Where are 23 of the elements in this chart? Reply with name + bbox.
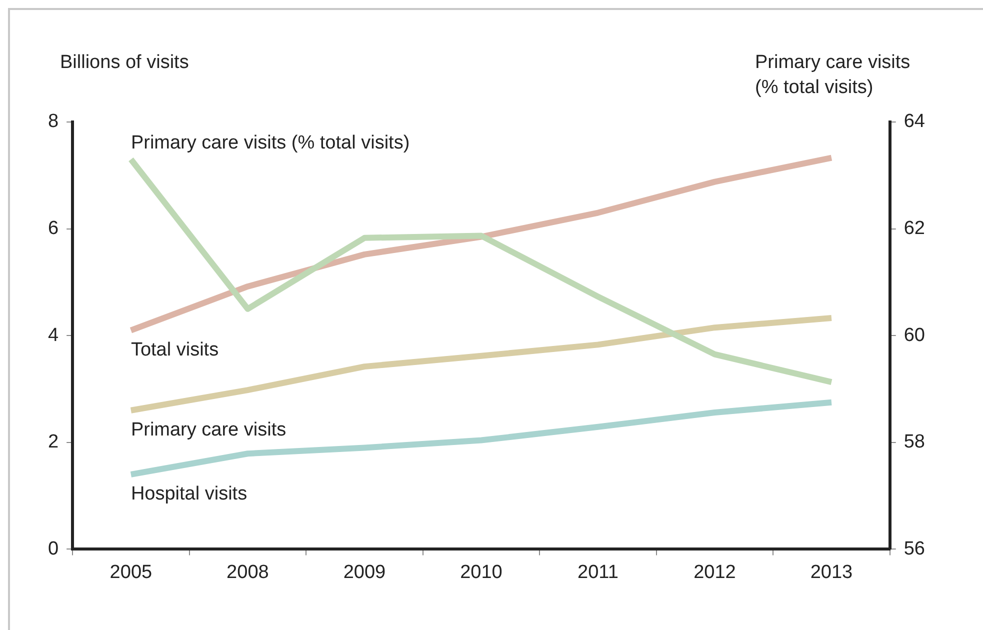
x-tick-label: 2005 (110, 562, 152, 583)
series-label: Primary care visits (% total visits) (130, 132, 410, 154)
y-axis-title: Billions of visits (60, 52, 189, 73)
x-tick-label: 2011 (578, 562, 618, 583)
y-tick-label: 2 (48, 432, 59, 453)
y-tick-label: 8 (48, 111, 59, 132)
series-label: Total visits (130, 339, 219, 360)
y2-tick-label: 64 (904, 111, 926, 132)
x-tick-label: 2012 (694, 562, 736, 583)
x-tick-label: 2009 (343, 562, 386, 583)
y-tick-label: 6 (48, 218, 59, 240)
y2-axis-title: Primary care visits (% total visits) (755, 52, 910, 98)
series-label: Hospital visits (130, 484, 248, 505)
series-label: Primary care visits (130, 420, 286, 441)
y2-tick-label: 62 (904, 218, 926, 240)
x-tick-label: 2008 (226, 562, 269, 583)
y2-tick-label: 58 (904, 432, 926, 453)
y-tick-label: 4 (48, 324, 59, 346)
x-tick-label: 2013 (810, 562, 853, 583)
y2-tick-label: 60 (904, 324, 926, 346)
y2-tick-label: 56 (904, 538, 926, 560)
y-tick-label: 0 (48, 538, 59, 560)
x-tick-label: 2010 (460, 562, 502, 583)
